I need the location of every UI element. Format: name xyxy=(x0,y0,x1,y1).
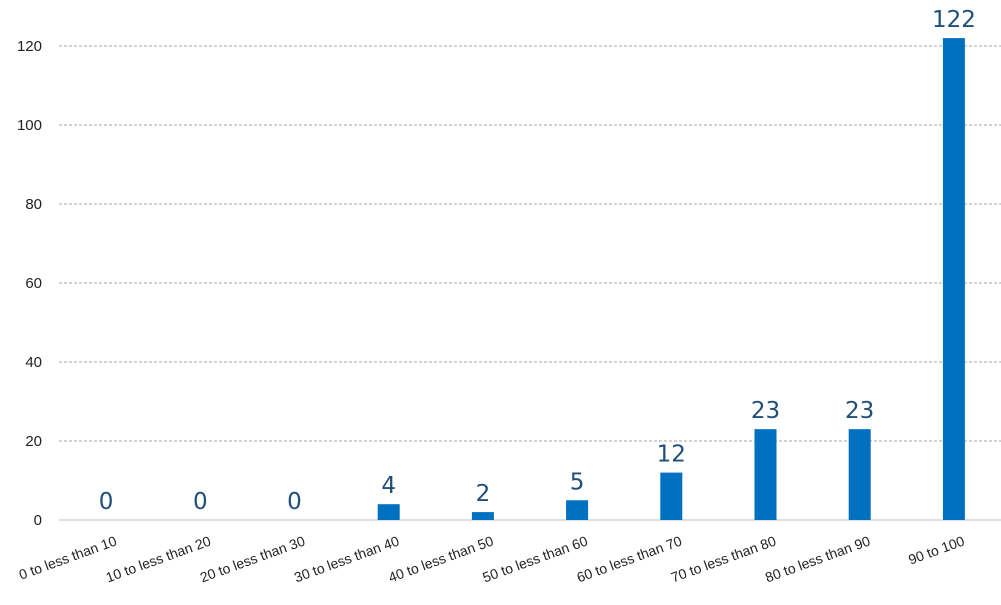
y-tick-label: 0 xyxy=(34,512,42,529)
x-category-label: 40 to less than 50 xyxy=(386,532,496,585)
bar xyxy=(942,38,965,520)
data-label: 2 xyxy=(476,481,491,507)
data-label: 0 xyxy=(99,489,114,515)
data-label: 12 xyxy=(657,442,686,468)
bar xyxy=(660,472,683,520)
data-label: 23 xyxy=(751,398,780,424)
x-category-label: 20 to less than 30 xyxy=(198,532,308,585)
y-tick-label: 100 xyxy=(17,117,42,134)
y-tick-label: 60 xyxy=(25,275,42,292)
y-tick-label: 40 xyxy=(25,354,42,371)
y-tick-label: 20 xyxy=(25,433,42,450)
y-tick-label: 80 xyxy=(25,196,42,213)
x-category-label: 70 to less than 80 xyxy=(669,532,779,585)
x-category-label: 60 to less than 70 xyxy=(575,532,685,585)
bar xyxy=(377,504,400,520)
gridlines xyxy=(59,45,1001,442)
data-labels: 0 0 0 4 2 5 12 23 23 122 xyxy=(99,7,976,515)
x-category-label: 30 to less than 40 xyxy=(292,532,402,585)
y-tick-label: 120 xyxy=(17,38,42,55)
data-label: 0 xyxy=(287,489,302,515)
bar xyxy=(566,500,589,520)
data-label: 122 xyxy=(932,7,976,33)
bar xyxy=(754,429,777,520)
bars xyxy=(377,38,965,520)
x-category-label: 80 to less than 90 xyxy=(763,532,873,585)
bar xyxy=(848,429,871,520)
y-axis-tick-labels: 0 20 40 60 80 100 120 xyxy=(17,38,42,529)
x-category-label: 50 to less than 60 xyxy=(480,532,590,585)
data-label: 4 xyxy=(381,473,396,499)
x-category-label: 90 to 100 xyxy=(906,532,967,567)
data-label: 23 xyxy=(845,398,874,424)
data-label: 0 xyxy=(193,489,208,515)
data-label: 5 xyxy=(570,469,585,495)
bar xyxy=(471,512,494,520)
x-category-label: 10 to less than 20 xyxy=(104,532,214,585)
x-category-label: 0 to less than 10 xyxy=(17,532,119,582)
